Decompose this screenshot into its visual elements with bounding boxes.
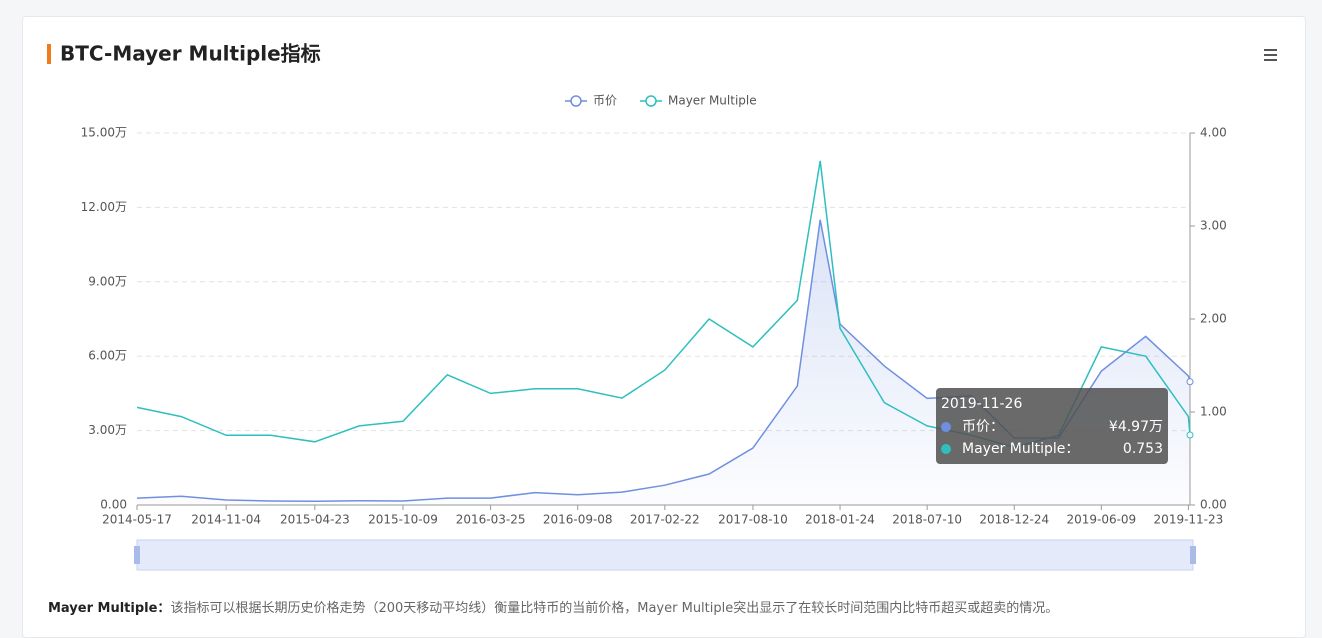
tooltip-name: 币价： bbox=[962, 419, 1004, 435]
menu-icon[interactable] bbox=[1264, 49, 1277, 61]
x-tick-label: 2017-02-22 bbox=[630, 513, 700, 527]
x-tick-label: 2015-10-09 bbox=[368, 513, 438, 527]
tooltip-dot bbox=[941, 422, 951, 432]
x-tick-label: 2014-11-04 bbox=[191, 513, 261, 527]
y2-tick-label: 2.00 bbox=[1200, 312, 1227, 326]
end-point bbox=[1186, 378, 1194, 386]
tooltip-value: ¥4.97万 bbox=[1109, 419, 1163, 435]
y-tick-label: 9.00万 bbox=[88, 274, 127, 288]
price-area bbox=[137, 219, 1190, 506]
x-tick-label: 2019-06-09 bbox=[1066, 513, 1136, 527]
x-tick-label: 2015-04-23 bbox=[280, 513, 350, 527]
legend-marker bbox=[570, 95, 582, 107]
y2-tick-label: 1.00 bbox=[1200, 405, 1227, 419]
y2-tick-label: 0.00 bbox=[1200, 498, 1227, 512]
x-tick-label: 2017-08-10 bbox=[718, 513, 788, 527]
x-tick-label: 2016-03-25 bbox=[456, 513, 526, 527]
tooltip-name: Mayer Multiple： bbox=[962, 441, 1079, 457]
card bbox=[22, 16, 1306, 638]
legend-item[interactable]: 币价 bbox=[565, 94, 617, 108]
x-tick-label: 2018-12-24 bbox=[979, 513, 1049, 527]
tooltip-box bbox=[936, 388, 1168, 464]
footer-text: 该指标可以根据长期历史价格走势（200天移动平均线）衡量比特币的当前价格，May… bbox=[170, 601, 1059, 616]
tooltip: 2019-11-26 币价： ¥4.97万 Mayer Multiple： 0.753 bbox=[936, 388, 1168, 464]
footer: Mayer Multiple：该指标可以根据长期历史价格走势（200天移动平均线… bbox=[48, 597, 1058, 616]
y-tick-label: 12.00万 bbox=[81, 200, 127, 214]
legend-item[interactable]: Mayer Multiple bbox=[640, 94, 757, 108]
y-tick-label: 3.00万 bbox=[88, 423, 127, 437]
y2-tick-label: 3.00 bbox=[1200, 219, 1227, 233]
y2-tick-label: 4.00 bbox=[1200, 126, 1227, 140]
tooltip-date: 2019-11-26 bbox=[941, 396, 1022, 412]
tooltip-value: 0.753 bbox=[1123, 441, 1163, 457]
zoom-handle[interactable] bbox=[1190, 546, 1196, 564]
tooltip-dot bbox=[941, 444, 951, 454]
x-tick-label: 2018-01-24 bbox=[805, 513, 875, 527]
chart: BTC-Mayer Multiple指标 0.00 3.00万 6.00万 9.00万… bbox=[47, 42, 1277, 571]
y-tick-label: 6.00万 bbox=[88, 349, 127, 363]
legend-label: 币价 bbox=[593, 94, 617, 108]
end-point bbox=[1186, 431, 1194, 439]
y-tick-label: 15.00万 bbox=[81, 126, 127, 140]
y-tick-label: 0.00 bbox=[100, 498, 127, 512]
zoom-handle[interactable] bbox=[134, 546, 140, 564]
legend-label: Mayer Multiple bbox=[668, 94, 757, 108]
zoom-slider[interactable] bbox=[136, 539, 1194, 571]
x-tick-label: 2019-11-23 bbox=[1154, 513, 1224, 527]
x-tick-label: 2016-09-08 bbox=[543, 513, 613, 527]
x-tick-label: 2018-07-10 bbox=[892, 513, 962, 527]
x-tick-label: 2014-05-17 bbox=[102, 513, 172, 527]
footer-term: Mayer Multiple： bbox=[48, 601, 171, 616]
title-accent bbox=[47, 44, 51, 64]
chart-title: BTC-Mayer Multiple指标 bbox=[60, 42, 321, 66]
legend-marker bbox=[645, 95, 657, 107]
